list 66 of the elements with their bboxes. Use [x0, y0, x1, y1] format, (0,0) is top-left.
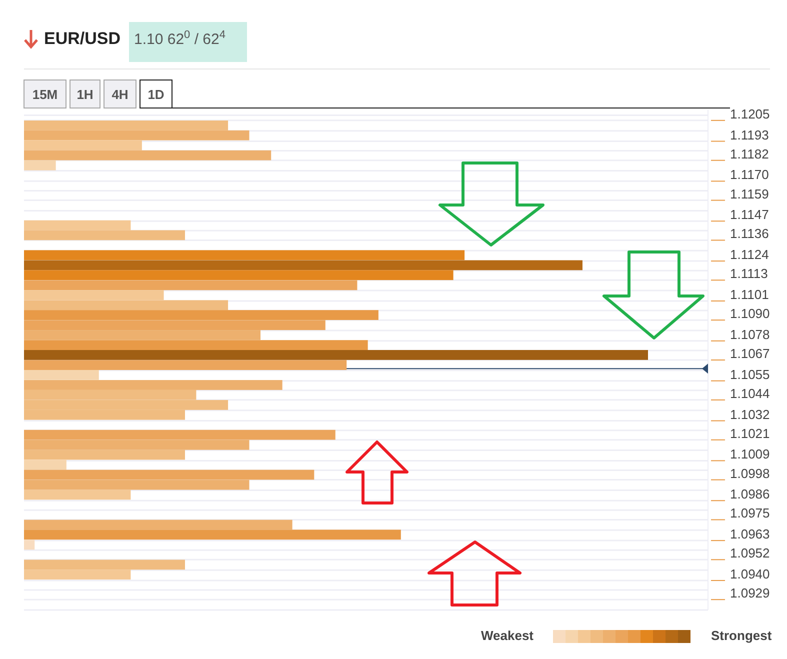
bar: [24, 330, 260, 340]
bar: [24, 140, 142, 150]
y-tick-label: 1.0986: [730, 486, 770, 502]
chart-subtitle: 1.10 62$^{0}$ / 62$^{4}$: [134, 29, 226, 48]
bar: [24, 360, 347, 370]
bar: [24, 320, 326, 330]
bar: [24, 490, 131, 500]
bar: [24, 250, 465, 260]
bar: [24, 350, 648, 360]
y-tick-label: 1.1078: [730, 326, 770, 342]
bar: [24, 570, 131, 580]
bar: [24, 440, 250, 450]
y-tick-label: 1.1032: [730, 406, 770, 422]
bar: [24, 450, 185, 460]
y-tick-label: 1.1021: [730, 426, 770, 441]
y-tick-label: 1.1067: [730, 346, 770, 361]
bar: [24, 120, 228, 130]
y-tick-label: 1.1124: [730, 247, 769, 262]
y-tick-label: 1.1101: [730, 286, 769, 302]
y-tick-label: 1.1044: [730, 386, 770, 401]
bar: [24, 560, 185, 570]
text: 1D: [148, 87, 164, 102]
bar: [24, 430, 336, 440]
y-tick-label: 1.1055: [730, 366, 770, 382]
text: 15M: [32, 87, 58, 102]
bar: [24, 230, 185, 240]
y-tick-label: 1.0929: [730, 586, 770, 601]
text: Weakest: [481, 628, 534, 643]
bar: [24, 380, 282, 390]
bar: [24, 150, 272, 160]
bar: [24, 220, 131, 230]
y-tick-label: 1.0940: [730, 566, 770, 582]
y-tick-label: 1.1009: [730, 446, 770, 462]
bar: [24, 130, 250, 140]
bar: [24, 470, 314, 480]
bar: [24, 480, 250, 490]
y-tick-label: 1.1205: [730, 106, 770, 122]
bar: [24, 270, 454, 280]
y-tick-label: 1.1136: [730, 226, 769, 242]
y-tick-label: 1.1170: [730, 167, 769, 182]
bar: [24, 260, 582, 270]
bar: [24, 520, 292, 530]
bar: [24, 280, 358, 290]
bar: [24, 310, 378, 320]
text: Strongest: [711, 628, 772, 643]
bar: [24, 340, 368, 350]
y-tick-label: 1.1113: [730, 266, 768, 282]
y-tick-label: 1.0952: [730, 546, 770, 561]
bar: [24, 540, 35, 550]
text: 1H: [76, 87, 94, 102]
y-tick-label: 1.1182: [730, 146, 769, 162]
text: 4H: [112, 87, 128, 102]
y-tick-label: 1.1090: [730, 306, 770, 322]
y-tick-label: 1.0998: [730, 466, 770, 481]
bar: [24, 460, 66, 470]
y-tick-label: 1.0963: [730, 526, 770, 542]
bar: [24, 290, 164, 300]
bar: [24, 370, 99, 380]
chart-title: EUR/USD: [44, 29, 121, 48]
bar: [24, 530, 401, 540]
y-tick-label: 1.1147: [730, 207, 769, 222]
y-tick-label: 1.1193: [730, 127, 769, 142]
y-tick-label: 1.1159: [730, 186, 769, 202]
bar: [24, 160, 56, 170]
bar: [24, 300, 228, 310]
y-tick-label: 1.0975: [730, 506, 770, 521]
